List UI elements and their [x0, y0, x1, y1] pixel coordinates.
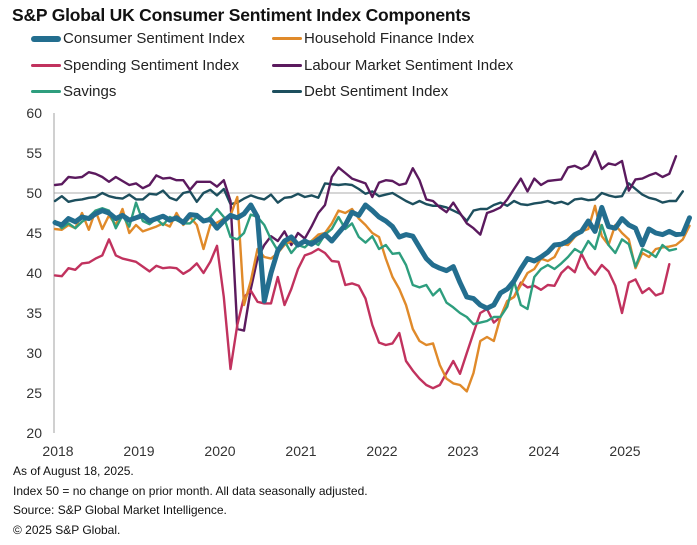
x-tick-label: 2021 [285, 443, 316, 459]
source-note: Source: S&P Global Market Intelligence. [13, 503, 227, 517]
legend-swatch [272, 90, 302, 93]
y-tick-label: 50 [26, 185, 42, 201]
series-line-spending-sentiment-index [53, 238, 671, 390]
series-line-savings [53, 201, 678, 326]
legend-item-spending-sentiment: Spending Sentiment Index [31, 57, 239, 74]
y-tick-label: 20 [26, 425, 42, 441]
footnote: Index 50 = no change on prior month. All… [13, 483, 368, 498]
legend-label: Consumer Sentiment Index [63, 30, 245, 47]
legend-label: Spending Sentiment Index [63, 57, 239, 74]
chart-footer: As of August 18, 2025. Index 50 = no cha… [13, 462, 368, 540]
legend-item-consumer-sentiment: Consumer Sentiment Index [31, 30, 245, 47]
copyright-note: © 2025 S&P Global. [13, 522, 121, 537]
legend-swatch [272, 37, 302, 40]
legend-item-labour-market: Labour Market Sentiment Index [272, 57, 513, 74]
x-tick-label: 2024 [528, 443, 559, 459]
as-of-date: As of August 18, 2025. [13, 464, 134, 478]
x-tick-label: 2018 [42, 443, 73, 459]
legend-label: Household Finance Index [304, 30, 475, 47]
y-tick-label: 30 [26, 345, 42, 361]
y-tick-label: 35 [26, 305, 42, 321]
legend-label: Labour Market Sentiment Index [304, 57, 514, 74]
x-tick-label: 2022 [366, 443, 397, 459]
x-axis-ticks: 2018 2019 2020 2021 2022 2023 2024 2025 [42, 443, 640, 459]
legend-swatch [31, 35, 61, 42]
legend-swatch [31, 90, 61, 93]
legend-swatch [272, 64, 302, 67]
y-tick-label: 55 [26, 145, 42, 161]
y-axis-ticks: 20 25 30 35 40 45 50 55 60 [26, 105, 42, 441]
legend-item-debt-sentiment: Debt Sentiment Index [272, 83, 448, 100]
y-tick-label: 40 [26, 265, 42, 281]
x-tick-label: 2025 [609, 443, 640, 459]
chart-legend: Consumer Sentiment Index Household Finan… [0, 26, 697, 110]
legend-label: Savings [63, 83, 117, 100]
y-tick-label: 25 [26, 385, 42, 401]
legend-item-savings: Savings [31, 83, 116, 100]
series-line-labour-market-sentiment-index [53, 150, 678, 332]
x-tick-label: 2019 [123, 443, 154, 459]
series-line-consumer-sentiment-index [52, 202, 692, 311]
legend-label: Debt Sentiment Index [304, 83, 449, 100]
legend-swatch [31, 64, 61, 67]
x-tick-label: 2020 [204, 443, 235, 459]
series-layer [52, 150, 692, 393]
y-tick-label: 60 [26, 105, 42, 121]
x-tick-label: 2023 [447, 443, 478, 459]
y-tick-label: 45 [26, 225, 42, 241]
legend-item-household-finance: Household Finance Index [272, 30, 474, 47]
chart-title: S&P Global UK Consumer Sentiment Index C… [12, 5, 471, 25]
